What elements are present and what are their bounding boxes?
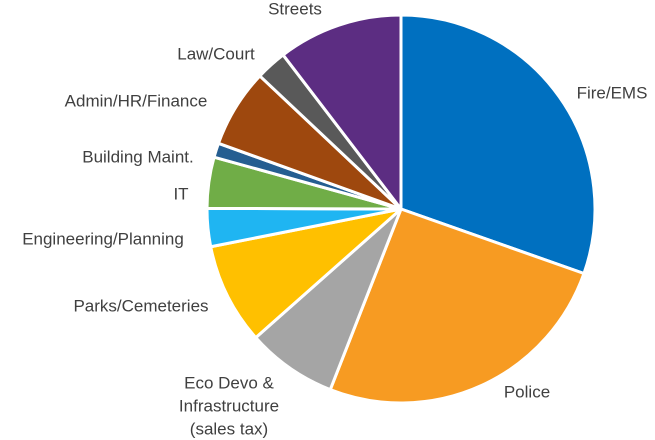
pie-label-building-maint: Building Maint. [82, 147, 194, 166]
pie-slice-police [328, 207, 586, 405]
pie-label-streets: Streets [268, 0, 322, 18]
pie-slices [205, 13, 597, 405]
pie-labels: Fire/EMS Police Eco Devo & Infrastructure (s… [22, 0, 647, 438]
pie-slice-fire-ems [399, 13, 597, 276]
pie-label-fire-ems: Fire/EMS [577, 83, 648, 102]
pie-label-eco-devo-infrastructure-sales-tax: Eco Devo & Infrastructure (sales tax) [179, 373, 279, 438]
pie-label-law-court: Law/Court [177, 44, 255, 63]
pie-label-police: Police [504, 382, 550, 401]
pie-label-parks-cemeteries: Parks/Cemeteries [73, 296, 208, 315]
pie-slice-streets [281, 13, 403, 211]
pie-label-it: IT [173, 184, 188, 203]
pie-label-admin-hr-finance: Admin/HR/Finance [65, 91, 208, 110]
pie-label-engineering-planning: Engineering/Planning [22, 229, 184, 248]
pie-slice-parks-cemeteries [209, 207, 403, 340]
